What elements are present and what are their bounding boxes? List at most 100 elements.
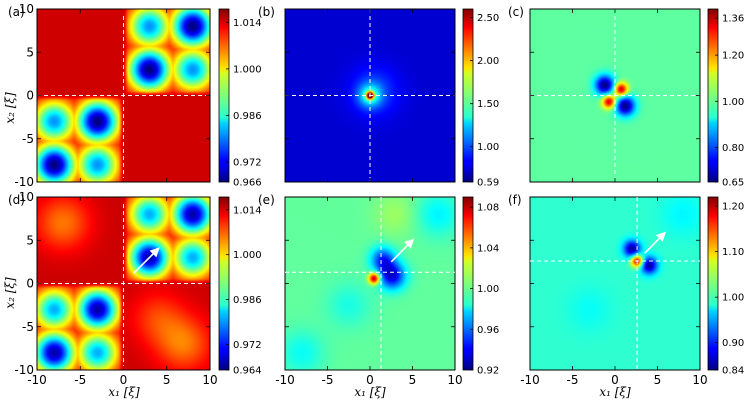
panel-label: (c) [508,5,524,19]
x-tick-label: 5 [654,373,662,387]
colorbar-tick-label: 0.59 [477,178,499,189]
colorbar-tick-label: 1.00 [722,293,744,304]
colorbar-tick-label: 0.986 [233,111,262,122]
x-tick-label: 0 [366,373,374,387]
x-tick-label: 5 [163,373,171,387]
y-ticks [285,196,455,371]
arrows [133,247,160,274]
y-tick-label: 5 [26,233,34,247]
colorbar-tick-label: 0.65 [722,178,744,189]
colorbar-tick-label: 1.014 [233,205,262,216]
colorbar [462,8,474,183]
colorbar-ticks: 2.50 2.00 1.50 1.00 0.59 [470,13,499,189]
colorbar-tick-label: 0.92 [477,366,499,377]
colorbar-tick-label: 1.04 [477,243,499,254]
guide-lines [285,9,455,182]
panel-f: (f) -10 -5 0 5 10 1.20 1.10 1.00 0.90 0.84 [508,193,744,387]
colorbar-tick-label: 1.20 [722,202,744,213]
colorbar-tick-label: 1.08 [477,203,499,214]
colorbar-tick-label: 0.96 [477,325,499,336]
colorbar-tick-label: 1.00 [477,142,499,153]
x-ticks: -10 -5 0 5 10 [275,197,463,387]
colorbar-ticks: 1.08 1.04 1.00 0.96 0.92 [470,203,499,377]
x-ticks: -10 -5 0 5 10 [27,197,218,387]
x-tick-label: 0 [611,373,619,387]
y-tick-label: 5 [26,45,34,59]
y-tick-label: 0 [26,277,34,291]
panel-c: (c) 1.36 1.20 1.00 0.80 0.65 [508,5,744,189]
x-tick-label: -5 [322,373,334,387]
panel-e: (e) -10 -5 0 5 10 1.08 1.04 1.00 0.96 0.92 [258,193,499,387]
arrows [390,238,415,263]
colorbar-tick-label: 1.00 [722,97,744,108]
colorbar [707,8,719,183]
x-ticks: -10 -5 0 5 10 [520,197,708,387]
y-axis-label-top: x₂ [ξ] [3,92,17,124]
colorbar-tick-label: 1.000 [233,64,262,75]
y-ticks: -10 -5 0 5 10 [14,190,210,377]
colorbar-tick-label: 0.84 [722,366,744,377]
x-tick-label: 0 [120,373,128,387]
x-tick-label: 10 [692,373,707,387]
y-ticks [285,8,455,183]
guide-lines [530,9,700,182]
colorbar-ticks: 1.014 1.000 0.986 0.972 0.966 [226,18,262,189]
colorbar-tick-label: 1.10 [722,247,744,258]
colorbar-tick-label: 1.20 [722,51,744,62]
y-tick-label: -5 [22,320,34,334]
colorbar-tick-label: 0.966 [233,178,262,189]
colorbar [218,196,230,371]
x-tick-label: 10 [447,373,462,387]
colorbar-ticks: 1.36 1.20 1.00 0.80 0.65 [715,14,744,189]
x-axis-label-middle: x₁ [ξ] [354,385,386,399]
panel-label: (a) [8,5,25,19]
colorbar-tick-label: 0.90 [722,338,744,349]
y-tick-label: 10 [19,190,34,204]
y-ticks: -10 -5 0 5 10 [14,2,210,189]
colorbar [218,8,230,183]
x-ticks [284,9,456,182]
guide-lines [285,197,455,370]
colorbar-tick-label: 1.36 [722,14,744,25]
colorbar-tick-label: 1.000 [233,250,262,261]
colorbar-tick-label: 2.50 [477,13,499,24]
x-ticks [36,9,211,182]
colorbar-ticks: 1.20 1.10 1.00 0.90 0.84 [715,202,744,377]
panel-a: (a) -10 -5 0 5 10 1.014 1.000 0.986 0.972 0.966 [8,2,262,189]
guide-lines [530,197,700,370]
colorbar-tick-label: 0.986 [233,295,262,306]
x-tick-label: -5 [74,373,86,387]
panel-label: (b) [258,5,275,19]
panel-label: (f) [508,193,522,207]
x-tick-label: -5 [567,373,579,387]
colorbar [707,196,719,371]
y-ticks [530,196,700,371]
y-tick-label: 10 [19,2,34,16]
x-tick-label: -10 [520,373,540,387]
y-tick-label: -10 [14,363,34,377]
y-axis-label-bottom: x₂ [ξ] [3,277,17,309]
panel-b: (b) 2.50 2.00 1.50 1.00 0.59 [258,5,499,189]
colorbar-tick-label: 0.964 [233,366,262,377]
velocity-arrow [390,238,415,263]
y-tick-label: -5 [22,132,34,146]
y-ticks [530,8,700,183]
colorbar-tick-label: 0.972 [233,158,262,169]
colorbar-ticks: 1.014 1.000 0.986 0.972 0.964 [226,205,262,377]
velocity-arrow [644,231,666,254]
y-tick-label: 0 [26,89,34,103]
colorbar-tick-label: 1.00 [477,284,499,295]
velocity-arrow [133,247,160,274]
x-tick-label: 10 [202,373,217,387]
x-tick-label: 5 [409,373,417,387]
panel-d: (d) -10 -5 0 5 10 -10 -5 0 5 10 1.014 1.000 0.986 0… [8,190,262,387]
x-tick-label: -10 [275,373,295,387]
colorbar-tick-label: 2.00 [477,56,499,67]
panel-label: (e) [258,193,275,207]
y-tick-label: -10 [14,175,34,189]
x-tick-label: -10 [27,373,47,387]
colorbar-tick-label: 1.50 [477,99,499,110]
x-ticks [529,9,701,182]
guide-lines [37,9,210,182]
